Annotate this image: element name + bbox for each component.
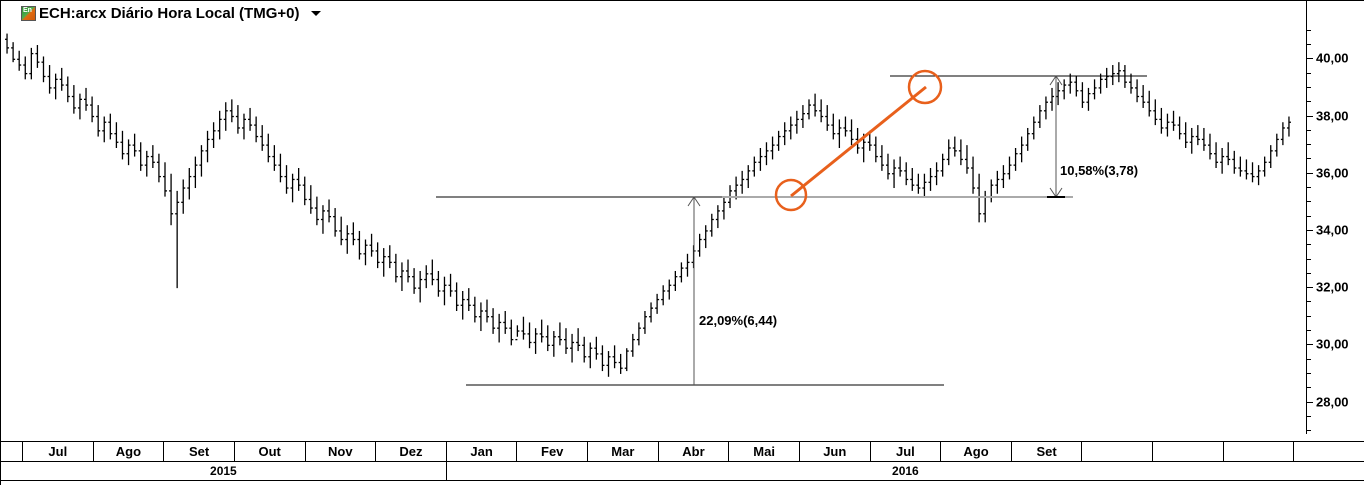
price-tick-minor: [1307, 72, 1311, 74]
price-tick-minor: [1307, 258, 1311, 260]
month-cell-dez[interactable]: Dez: [376, 442, 447, 461]
month-cell-nov[interactable]: Nov: [306, 442, 377, 461]
price-axis[interactable]: 40,00 38,00 36,00 34,00 32,00 30,00 28,00: [1306, 1, 1364, 434]
price-tick-minor: [1307, 201, 1311, 203]
price-tick-major: [1307, 58, 1313, 60]
year-cell-2016[interactable]: 2016: [447, 462, 1364, 480]
date-axis[interactable]: Jul Ago Set Out Nov Dez Jan Fev Mar Abr Mai Jun Jul A…: [1, 434, 1364, 485]
price-tick-major: [1307, 287, 1313, 289]
price-tick-minor: [1307, 44, 1311, 46]
symbol-icon: En: [21, 5, 36, 21]
price-tick-minor: [1307, 144, 1311, 146]
month-cell-set[interactable]: Set: [164, 442, 235, 461]
price-tick-minor: [1307, 86, 1311, 88]
month-cell-jun[interactable]: Jun: [800, 442, 871, 461]
price-tick-minor: [1307, 244, 1311, 246]
price-tick-minor: [1307, 415, 1311, 417]
price-label: 40,00: [1316, 50, 1349, 66]
price-label: 32,00: [1316, 279, 1349, 295]
price-label: 36,00: [1316, 165, 1349, 181]
price-tick-minor: [1307, 387, 1311, 389]
trend-end-circle[interactable]: [907, 69, 943, 105]
price-tick-major: [1307, 229, 1313, 231]
symbol-icon-text: En: [23, 6, 32, 14]
price-tick-minor: [1307, 158, 1311, 160]
page-title: ECH:arcx Diário Hora Local (TMG+0): [39, 4, 300, 22]
month-cell-empty[interactable]: [1082, 442, 1154, 461]
ohlc-chart-svg: [5, 33, 1291, 386]
measure-upper-label: 10,58%(3,78): [1060, 163, 1139, 178]
price-label: 28,00: [1316, 394, 1349, 410]
price-label: 34,00: [1316, 222, 1349, 238]
price-tick-major: [1307, 344, 1313, 346]
month-cell-mai[interactable]: Mai: [729, 442, 800, 461]
trend-start-circle[interactable]: [774, 178, 808, 212]
month-cell-empty[interactable]: [1294, 442, 1364, 461]
price-tick-major: [1307, 401, 1313, 403]
chevron-down-icon[interactable]: [311, 10, 322, 16]
price-tick-minor: [1307, 101, 1311, 103]
price-tick-minor: [1307, 301, 1311, 303]
price-tick-major: [1307, 172, 1313, 174]
month-cell-empty[interactable]: [1153, 442, 1224, 461]
year-row: 2015 2016: [1, 462, 1364, 481]
month-cell-jul[interactable]: Jul: [23, 442, 94, 461]
month-cell-ago[interactable]: Ago: [941, 442, 1012, 461]
year-cell-2015[interactable]: 2015: [1, 462, 447, 480]
chart-titlebar: En ECH:arcx Diário Hora Local (TMG+0): [1, 1, 1364, 25]
price-tick-minor: [1307, 372, 1311, 374]
price-tick-minor: [1307, 315, 1311, 317]
price-label: 38,00: [1316, 108, 1349, 124]
price-tick-minor: [1307, 187, 1311, 189]
month-cell-fev[interactable]: Fev: [517, 442, 589, 461]
month-cell-empty[interactable]: [1224, 442, 1295, 461]
price-tick-minor: [1307, 430, 1311, 432]
month-cell-set[interactable]: Set: [1012, 442, 1083, 461]
month-cell-out[interactable]: Out: [235, 442, 306, 461]
month-cell-jan[interactable]: Jan: [447, 442, 518, 461]
month-cell-jul[interactable]: Jul: [871, 442, 942, 461]
price-tick-minor: [1307, 29, 1311, 31]
price-tick-minor: [1307, 330, 1311, 332]
price-tick-minor: [1307, 129, 1311, 131]
month-cell-ago[interactable]: Ago: [94, 442, 165, 461]
price-tick-minor: [1307, 215, 1311, 217]
lower-measure-arrowhead-icon: [687, 196, 701, 207]
price-label: 30,00: [1316, 336, 1349, 352]
month-cell-abr[interactable]: Abr: [659, 442, 730, 461]
month-cell-empty[interactable]: [1, 442, 23, 461]
price-tick-minor: [1307, 358, 1311, 360]
trend-line[interactable]: [790, 85, 927, 198]
upper-measure-arrowhead-top-icon: [1049, 75, 1063, 86]
month-cell-mar[interactable]: Mar: [588, 442, 659, 461]
ohlc-bars: [5, 33, 1291, 377]
price-plot-area[interactable]: 10,58%(3,78) 22,09%(6,44): [2, 25, 1306, 434]
price-tick-minor: [1307, 272, 1311, 274]
month-row: Jul Ago Set Out Nov Dez Jan Fev Mar Abr Mai Jun Jul A…: [1, 441, 1364, 462]
price-tick-major: [1307, 115, 1313, 117]
measure-lower-label: 22,09%(6,44): [699, 313, 778, 328]
